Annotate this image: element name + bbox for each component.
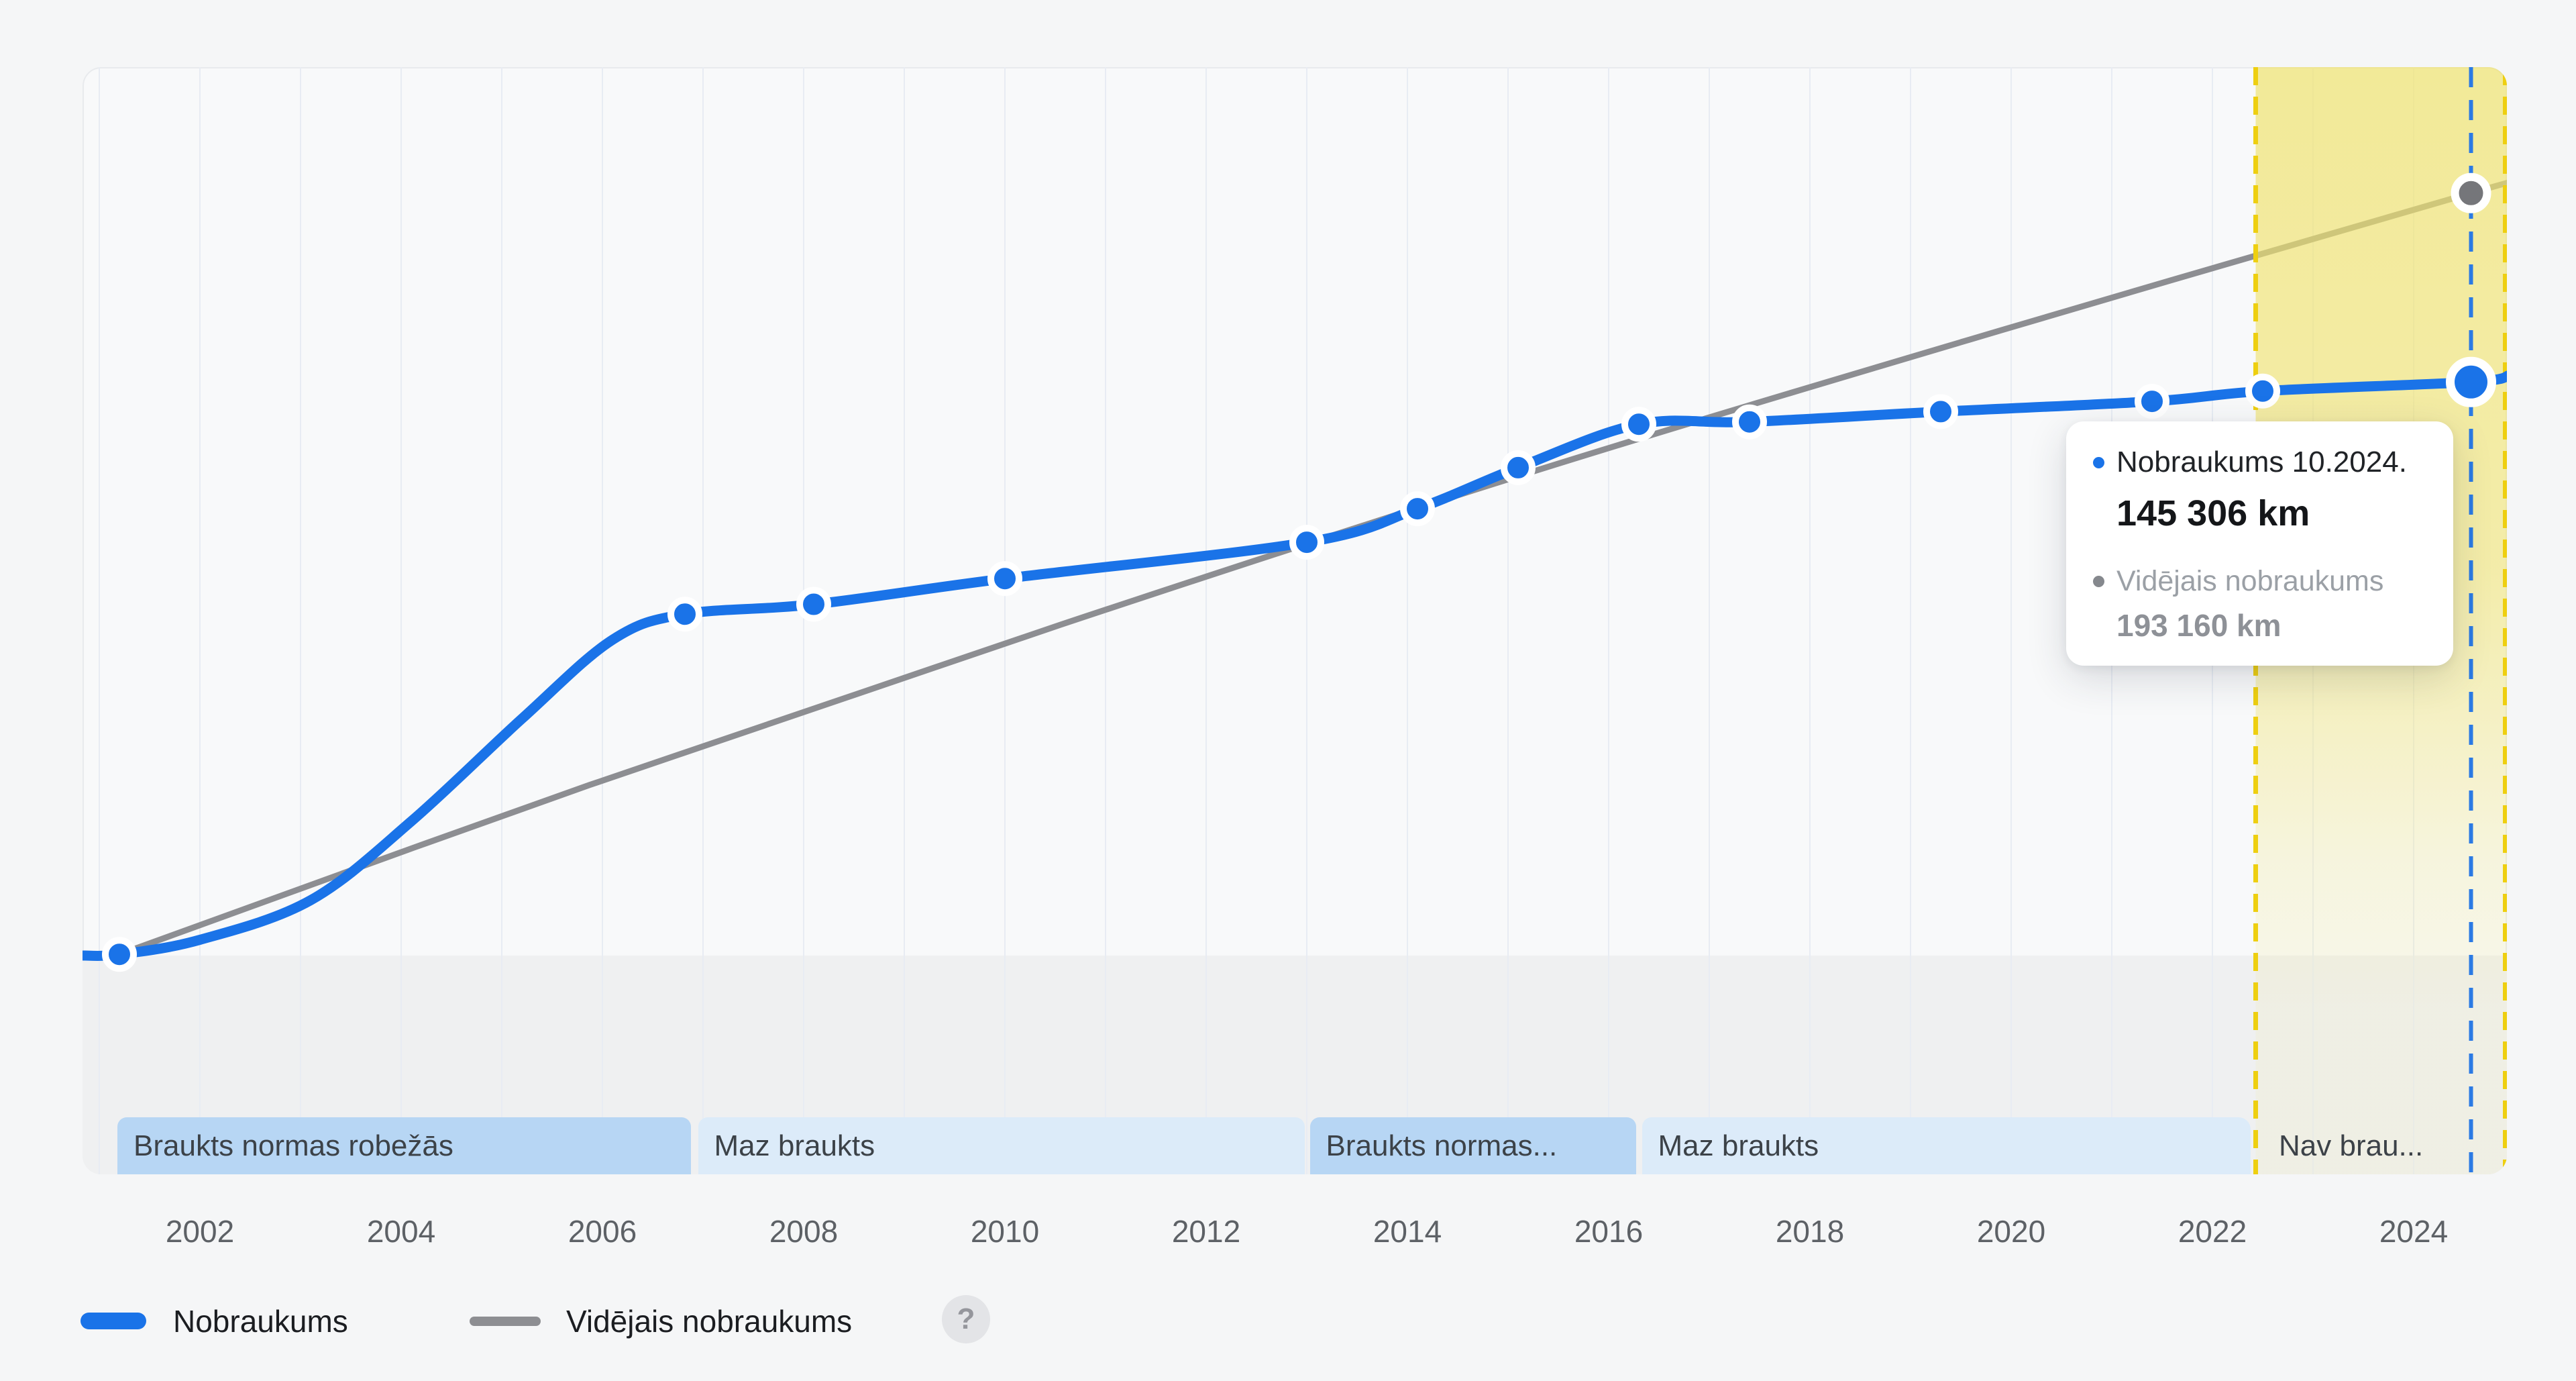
data-point-dot [796,586,831,622]
x-axis-label: 2018 [1775,1214,1845,1249]
average-bullet-icon [2093,576,2104,587]
data-point-dot [1732,404,1767,440]
x-axis-label: 2016 [1574,1214,1644,1249]
data-point-dot [102,937,137,972]
data-point-dot [1923,394,1958,429]
tooltip-average-value: 193 160 km [2116,608,2282,643]
mileage-line [83,370,2507,961]
x-axis-label: 2012 [1171,1214,1241,1249]
data-point-dot [1289,525,1324,560]
x-axis-label: 2024 [2379,1214,2449,1249]
usage-band-2: Braukts normas... [1309,1117,1636,1174]
usage-band-3: Maz braukts [1642,1117,2251,1174]
data-point-dot [2446,356,2496,407]
data-point-dot [2245,373,2280,409]
x-axis-label: 2022 [2178,1214,2247,1249]
data-point-dot [667,597,702,632]
mileage-legend-label: Nobraukums [173,1304,348,1339]
usage-band-0: Braukts normas robežās [117,1117,691,1174]
x-axis-label: 2006 [568,1214,637,1249]
data-point-dot [2135,384,2169,419]
mileage-bullet-icon [2093,456,2104,468]
x-axis-label: 2004 [366,1214,436,1249]
data-point-dot [1621,407,1656,442]
x-axis-label: 2014 [1373,1214,1442,1249]
help-icon[interactable]: ? [942,1295,990,1343]
data-point-dot [1501,450,1536,485]
x-axis-label: 2002 [165,1214,235,1249]
usage-band-4: Nav brau... [2279,1129,2424,1162]
tooltip-average-label: Vidējais nobraukums [2116,565,2384,597]
data-point-dot [2451,172,2491,213]
tooltip: Nobraukums 10.2024. 145 306 km Vidējais … [2066,421,2453,666]
average-legend-swatch [470,1317,541,1326]
data-point-dot [987,561,1022,597]
x-axis-label: 2008 [769,1214,839,1249]
data-point-dot [1400,491,1435,527]
data-point-dots [102,172,2496,972]
legend: Nobraukums Vidējais nobraukums ? [0,1294,2576,1347]
mileage-legend-swatch [80,1313,146,1329]
x-axis-label: 2020 [1976,1214,2046,1249]
x-axis-label: 2010 [970,1214,1040,1249]
tooltip-title: Nobraukums 10.2024. [2116,446,2407,478]
usage-band-1: Maz braukts [698,1117,1305,1174]
average-legend-label: Vidējais nobraukums [566,1304,853,1339]
tooltip-value: 145 306 km [2116,493,2310,533]
